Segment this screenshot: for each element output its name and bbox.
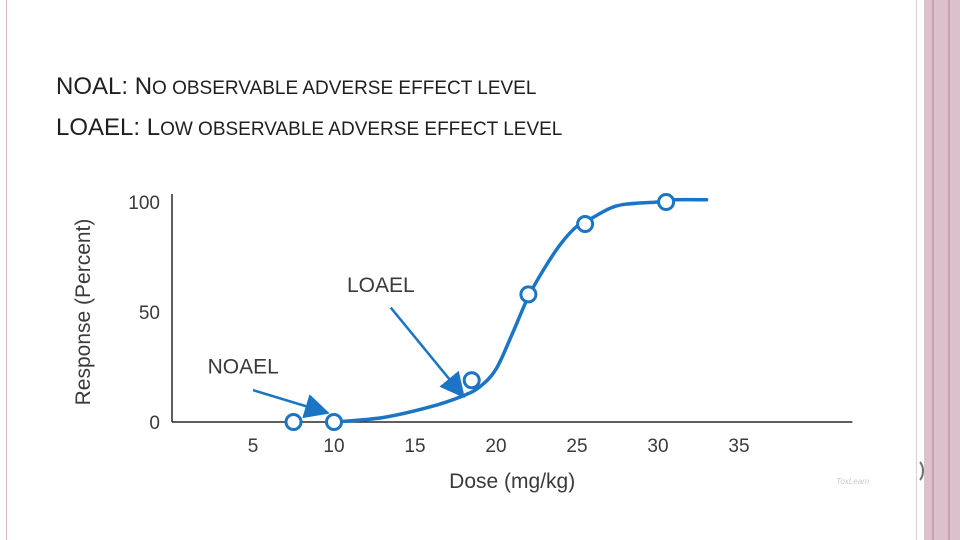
- slide-frame-left: [6, 0, 7, 540]
- header-line-noal: NOAL: No observable adverse effect level: [56, 68, 562, 109]
- y-tick-label: 100: [128, 193, 160, 214]
- x-tick-label: 10: [323, 436, 344, 457]
- x-tick-label: 25: [566, 436, 587, 457]
- noael-annotation-label: NOAEL: [208, 356, 279, 379]
- y-tick-label: 0: [149, 413, 160, 434]
- frame-stripe: [948, 0, 950, 540]
- watermark: ToxLearn: [836, 477, 870, 486]
- data-point: [325, 413, 343, 431]
- slide-frame-right-line: [916, 0, 917, 540]
- data-point: [284, 413, 303, 431]
- x-tick-label: 30: [647, 436, 668, 457]
- data-point: [576, 215, 595, 233]
- x-tick-label: 20: [485, 436, 506, 457]
- y-axis-label: Response (Percent): [72, 219, 95, 406]
- noael-arrow: [252, 388, 330, 419]
- data-point: [462, 371, 481, 390]
- data-point: [519, 285, 538, 304]
- x-tick-label: 35: [728, 436, 749, 457]
- x-tick-label: 5: [248, 436, 259, 457]
- dose-response-curve: [332, 197, 709, 424]
- frame-stripe: [932, 0, 934, 540]
- header-line-noal-lead: NOAL: N: [56, 73, 153, 100]
- header-line-loael-lead: LOAEL: L: [56, 114, 161, 141]
- x-axis-label: Dose (mg/kg): [449, 470, 575, 493]
- dose-response-chart: Response (Percent) Dose (mg/kg) NOAEL LO…: [72, 193, 870, 493]
- slide-header: NOAL: No observable adverse effect level…: [56, 68, 562, 150]
- footer-circle-icon: [904, 458, 924, 484]
- header-line-loael: LOAEL: Low observable adverse effect lev…: [56, 109, 562, 150]
- y-tick-label: 50: [139, 303, 160, 324]
- header-line-noal-rest: o observable adverse effect level: [152, 78, 537, 99]
- loael-arrow: [389, 306, 465, 399]
- loael-annotation-label: LOAEL: [347, 274, 415, 297]
- header-line-loael-rest: ow observable adverse effect level: [160, 119, 563, 140]
- slide-frame-right-bar: [924, 0, 960, 540]
- data-point: [657, 193, 676, 211]
- x-tick-label: 15: [404, 436, 425, 457]
